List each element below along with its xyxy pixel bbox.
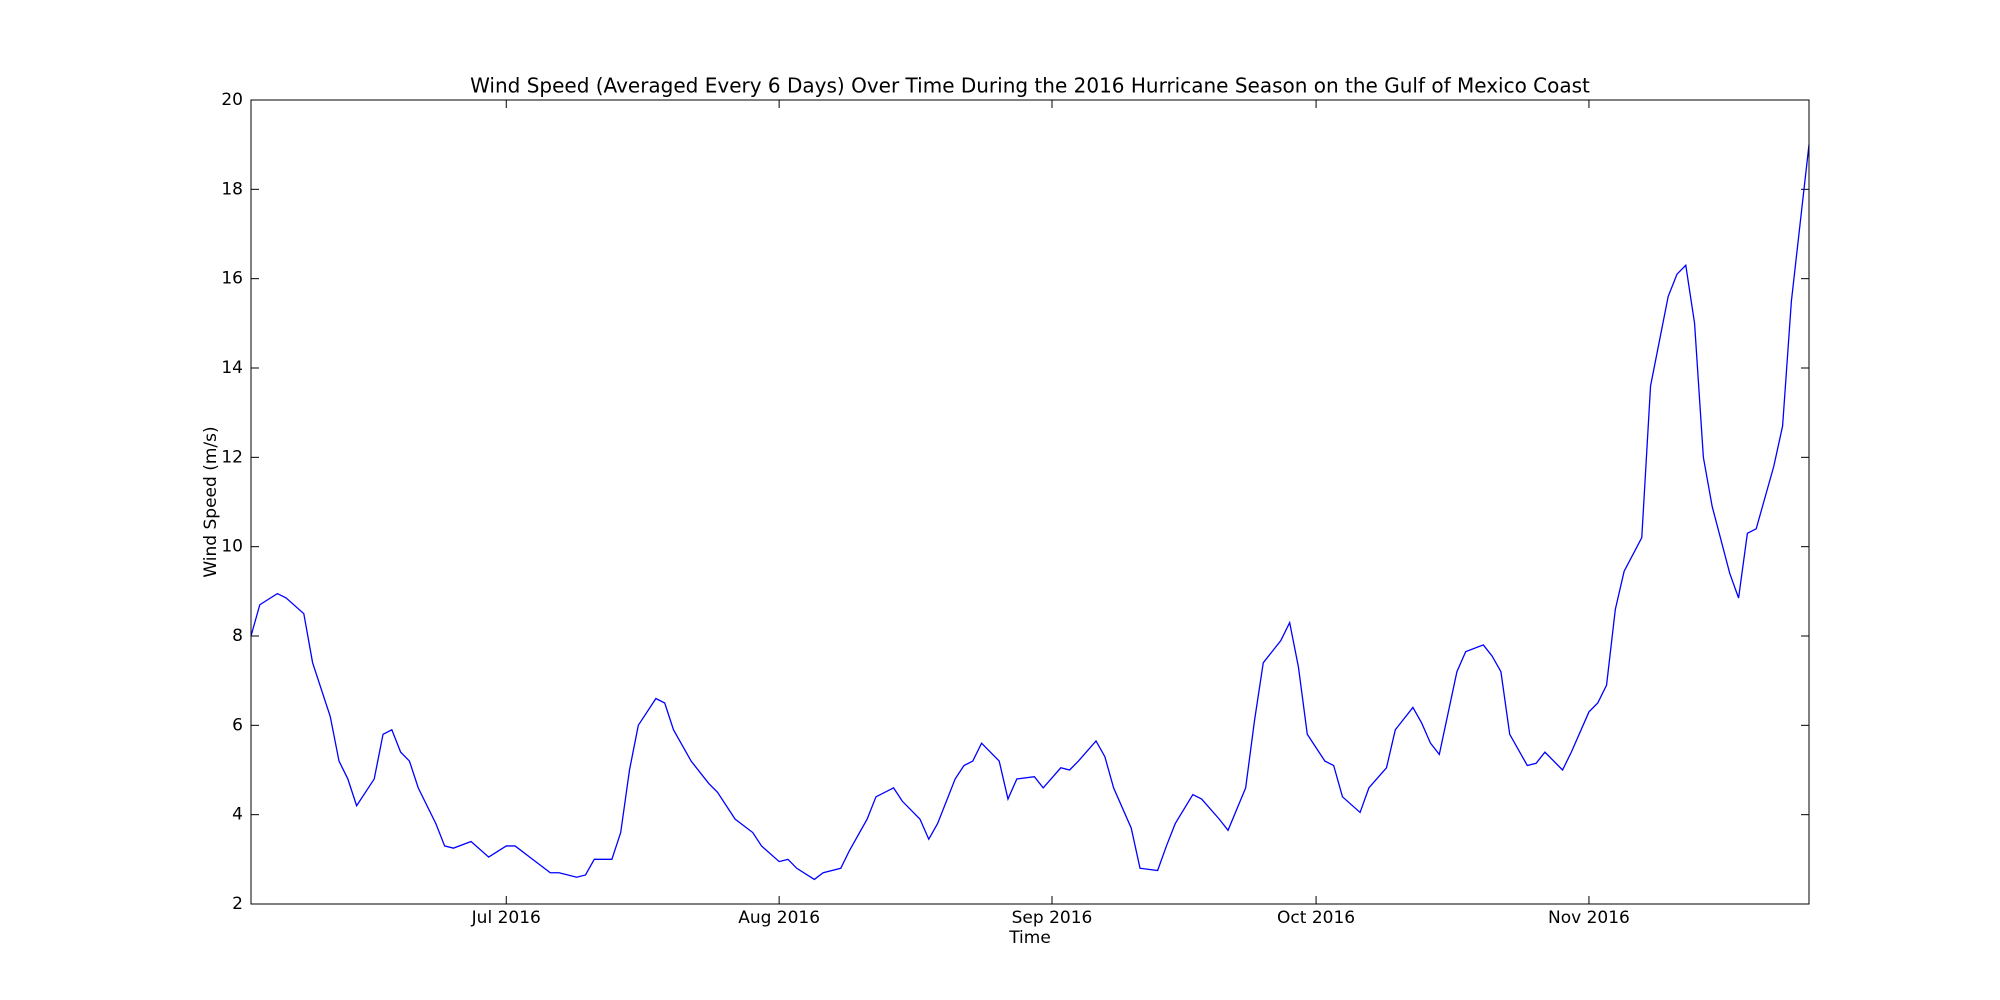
plot-frame — [250, 99, 1810, 905]
y-tick-label: 14 — [221, 358, 243, 378]
x-tick-label: Nov 2016 — [1548, 908, 1630, 928]
y-tick-label: 8 — [232, 626, 243, 646]
chart-title: Wind Speed (Averaged Every 6 Days) Over … — [470, 74, 1590, 98]
x-tick-label: Oct 2016 — [1277, 908, 1355, 928]
x-axis-label: Time — [1008, 928, 1051, 948]
x-tick-label: Sep 2016 — [1012, 908, 1093, 928]
y-tick-label: 6 — [232, 715, 243, 735]
y-tick-label: 4 — [232, 805, 243, 825]
y-axis-label: Wind Speed (m/s) — [201, 426, 221, 577]
y-tick-label: 2 — [232, 894, 243, 914]
x-tick-label: Jul 2016 — [471, 908, 541, 928]
line-series — [250, 144, 1810, 881]
y-tick-label: 10 — [221, 537, 243, 557]
y-tick-label: 16 — [221, 269, 243, 289]
y-tick-label: 18 — [221, 179, 243, 199]
x-tick-label: Aug 2016 — [738, 908, 820, 928]
y-tick-label: 12 — [221, 447, 243, 467]
y-tick-label: 20 — [221, 90, 243, 110]
